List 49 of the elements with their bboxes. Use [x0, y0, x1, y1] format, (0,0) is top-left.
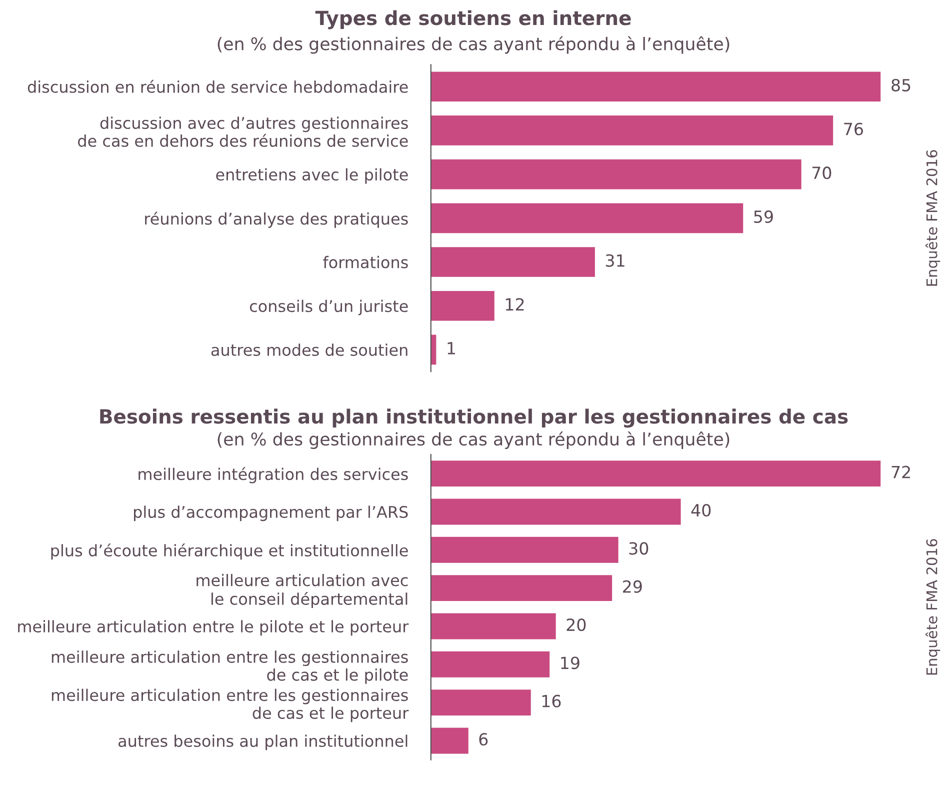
y-tick-label: autres modes de soutien [211, 344, 408, 356]
bar [430, 116, 834, 146]
bar [430, 575, 612, 602]
data-label: 16 [542, 694, 561, 708]
data-label: 1 [448, 342, 455, 354]
y-tick-label: discussion avec d’autres gestionnaires de cas en dehors des réunions de service [78, 116, 408, 147]
bar [430, 203, 744, 234]
y-tick-label: meilleure articulation entre les gestionnaires de cas et le porteur [52, 688, 409, 722]
data-label: 31 [606, 254, 624, 267]
y-tick-label: conseils d’un juriste [250, 300, 408, 316]
chart-subtitle: (en % des gestionnaires de cas ayant répondu à l’enquête) [218, 36, 730, 54]
bar [430, 690, 531, 716]
data-label: 29 [623, 580, 642, 593]
bar [430, 159, 802, 190]
data-label: 85 [892, 78, 910, 92]
data-label: 59 [754, 210, 773, 223]
data-label: 20 [566, 618, 586, 632]
bar [430, 247, 595, 277]
data-label: 6 [479, 732, 488, 746]
y-tick-label: meilleure intégration des services [138, 467, 408, 484]
bar [430, 651, 550, 678]
y-tick-label: plus d’accompagnement par l’ARS [134, 506, 408, 522]
y-tick-label: autres besoins au plan institutionnel [118, 734, 408, 750]
bar [430, 613, 556, 640]
text: Enquête FMA 2016 [925, 539, 940, 675]
data-label: 30 [629, 542, 648, 555]
data-label: 72 [892, 466, 910, 478]
bar [430, 728, 468, 754]
bar [430, 72, 881, 102]
bar [430, 498, 681, 525]
bar [430, 536, 618, 563]
y-tick-label: entretiens avec le pilote [216, 168, 408, 184]
text: Enquête FMA 2016 [925, 150, 940, 286]
bar [430, 290, 494, 321]
data-label: 70 [812, 166, 832, 180]
y-tick-label: discussion en réunion de service hebdomadaire [28, 80, 408, 93]
y-tick-label: meilleure articulation avec le conseil départemental [196, 574, 408, 608]
chart-title: Types de soutiens en interne [315, 10, 631, 30]
chart-subtitle: (en % des gestionnaires de cas ayant répondu à l’enquête) [218, 432, 730, 450]
data-label: 76 [844, 122, 863, 136]
bar [430, 460, 881, 487]
data-label: 12 [506, 298, 524, 310]
y-tick-label: plus d’écoute hiérarchique et institutionnelle [51, 543, 408, 560]
data-label: 40 [691, 504, 711, 517]
y-tick-label: réunions d’analyse des pratiques [145, 212, 408, 228]
y-tick-label: formations [323, 256, 408, 268]
data-label: 19 [561, 656, 580, 670]
chart-title: Besoins ressentis au plan institutionnel par les gestionnaires de cas [100, 408, 848, 428]
y-tick-label: meilleure articulation entre le pilote et le porteur [18, 620, 409, 636]
